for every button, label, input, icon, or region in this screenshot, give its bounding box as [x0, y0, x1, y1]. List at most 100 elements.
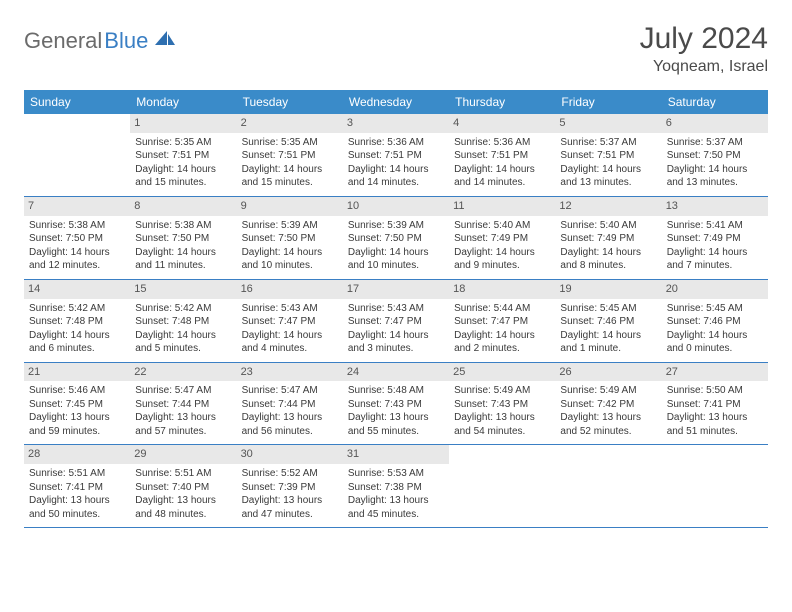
daylight-text: Daylight: 13 hours and 51 minutes.: [667, 411, 763, 438]
day-number: 23: [237, 363, 343, 382]
sunset-text: Sunset: 7:49 PM: [667, 232, 763, 246]
sunrise-text: Sunrise: 5:50 AM: [667, 384, 763, 398]
day-cell: 3Sunrise: 5:36 AMSunset: 7:51 PMDaylight…: [343, 114, 449, 196]
daylight-text: Daylight: 14 hours and 11 minutes.: [135, 246, 231, 273]
daylight-text: Daylight: 14 hours and 3 minutes.: [348, 329, 444, 356]
day-info: Sunrise: 5:36 AMSunset: 7:51 PMDaylight:…: [348, 136, 444, 190]
sunrise-text: Sunrise: 5:40 AM: [454, 219, 550, 233]
sunset-text: Sunset: 7:50 PM: [667, 149, 763, 163]
weeks-container: 1Sunrise: 5:35 AMSunset: 7:51 PMDaylight…: [24, 114, 768, 528]
sunset-text: Sunset: 7:50 PM: [135, 232, 231, 246]
daylight-text: Daylight: 14 hours and 14 minutes.: [454, 163, 550, 190]
day-cell: [449, 445, 555, 527]
sunrise-text: Sunrise: 5:53 AM: [348, 467, 444, 481]
daylight-text: Daylight: 13 hours and 57 minutes.: [135, 411, 231, 438]
day-cell: 17Sunrise: 5:43 AMSunset: 7:47 PMDayligh…: [343, 280, 449, 362]
day-number: 16: [237, 280, 343, 299]
sunrise-text: Sunrise: 5:41 AM: [667, 219, 763, 233]
weekday-wednesday: Wednesday: [343, 90, 449, 114]
weekday-tuesday: Tuesday: [237, 90, 343, 114]
day-info: Sunrise: 5:35 AMSunset: 7:51 PMDaylight:…: [135, 136, 231, 190]
sunrise-text: Sunrise: 5:44 AM: [454, 302, 550, 316]
calendar-grid: SundayMondayTuesdayWednesdayThursdayFrid…: [24, 90, 768, 528]
day-number: 18: [449, 280, 555, 299]
day-info: Sunrise: 5:39 AMSunset: 7:50 PMDaylight:…: [348, 219, 444, 273]
daylight-text: Daylight: 14 hours and 6 minutes.: [29, 329, 125, 356]
daylight-text: Daylight: 14 hours and 7 minutes.: [667, 246, 763, 273]
day-info: Sunrise: 5:40 AMSunset: 7:49 PMDaylight:…: [454, 219, 550, 273]
sunrise-text: Sunrise: 5:49 AM: [454, 384, 550, 398]
sunset-text: Sunset: 7:46 PM: [560, 315, 656, 329]
daylight-text: Daylight: 14 hours and 13 minutes.: [667, 163, 763, 190]
day-cell: 10 Sunrise: 5:39 AMSunset: 7:50 PMDayligh…: [343, 197, 449, 279]
day-cell: 16Sunrise: 5:43 AMSunset: 7:47 PMDayligh…: [237, 280, 343, 362]
week-row: 7Sunrise: 5:38 AMSunset: 7:50 PMDaylight…: [24, 197, 768, 280]
day-info: Sunrise: 5:45 AMSunset: 7:46 PMDaylight:…: [667, 302, 763, 356]
weekday-header-row: SundayMondayTuesdayWednesdayThursdayFrid…: [24, 90, 768, 114]
day-cell: 1Sunrise: 5:35 AMSunset: 7:51 PMDaylight…: [130, 114, 236, 196]
day-cell: 6Sunrise: 5:37 AMSunset: 7:50 PMDaylight…: [662, 114, 768, 196]
daylight-text: Daylight: 14 hours and 8 minutes.: [560, 246, 656, 273]
day-number: 14: [24, 280, 130, 299]
daylight-text: Daylight: 14 hours and 10 minutes.: [348, 246, 444, 273]
day-info: Sunrise: 5:48 AMSunset: 7:43 PMDaylight:…: [348, 384, 444, 438]
day-cell: 5Sunrise: 5:37 AMSunset: 7:51 PMDaylight…: [555, 114, 661, 196]
day-number: 10: [343, 197, 449, 216]
calendar-page: GeneralBlue July 2024 Yoqneam, Israel Su…: [0, 0, 792, 528]
day-info: Sunrise: 5:41 AMSunset: 7:49 PMDaylight:…: [667, 219, 763, 273]
daylight-text: Daylight: 14 hours and 15 minutes.: [242, 163, 338, 190]
daylight-text: Daylight: 14 hours and 13 minutes.: [560, 163, 656, 190]
sunset-text: Sunset: 7:47 PM: [242, 315, 338, 329]
day-number: 6: [662, 114, 768, 133]
day-info: Sunrise: 5:47 AMSunset: 7:44 PMDaylight:…: [242, 384, 338, 438]
sunrise-text: Sunrise: 5:47 AM: [135, 384, 231, 398]
daylight-text: Daylight: 14 hours and 14 minutes.: [348, 163, 444, 190]
day-cell: 24Sunrise: 5:48 AMSunset: 7:43 PMDayligh…: [343, 363, 449, 445]
sunrise-text: Sunrise: 5:49 AM: [560, 384, 656, 398]
day-number: 25: [449, 363, 555, 382]
daylight-text: Daylight: 14 hours and 9 minutes.: [454, 246, 550, 273]
day-cell: 9Sunrise: 5:39 AMSunset: 7:50 PMDaylight…: [237, 197, 343, 279]
sunset-text: Sunset: 7:47 PM: [454, 315, 550, 329]
day-cell: 21Sunrise: 5:46 AMSunset: 7:45 PMDayligh…: [24, 363, 130, 445]
day-cell: 13Sunrise: 5:41 AMSunset: 7:49 PMDayligh…: [662, 197, 768, 279]
sunset-text: Sunset: 7:43 PM: [348, 398, 444, 412]
sunset-text: Sunset: 7:48 PM: [29, 315, 125, 329]
daylight-text: Daylight: 13 hours and 50 minutes.: [29, 494, 125, 521]
week-row: 28Sunrise: 5:51 AMSunset: 7:41 PMDayligh…: [24, 445, 768, 528]
sunrise-text: Sunrise: 5:40 AM: [560, 219, 656, 233]
day-cell: 15Sunrise: 5:42 AMSunset: 7:48 PMDayligh…: [130, 280, 236, 362]
day-cell: 4Sunrise: 5:36 AMSunset: 7:51 PMDaylight…: [449, 114, 555, 196]
day-number: 12: [555, 197, 661, 216]
day-cell: 31Sunrise: 5:53 AMSunset: 7:38 PMDayligh…: [343, 445, 449, 527]
day-cell: [555, 445, 661, 527]
day-number: 15: [130, 280, 236, 299]
sunset-text: Sunset: 7:51 PM: [454, 149, 550, 163]
day-info: Sunrise: 5:42 AMSunset: 7:48 PMDaylight:…: [29, 302, 125, 356]
sunrise-text: Sunrise: 5:51 AM: [135, 467, 231, 481]
day-number: 29: [130, 445, 236, 464]
week-row: 1Sunrise: 5:35 AMSunset: 7:51 PMDaylight…: [24, 114, 768, 197]
day-number: 27: [662, 363, 768, 382]
daylight-text: Daylight: 13 hours and 52 minutes.: [560, 411, 656, 438]
sunset-text: Sunset: 7:50 PM: [242, 232, 338, 246]
sunset-text: Sunset: 7:39 PM: [242, 481, 338, 495]
day-cell: 2Sunrise: 5:35 AMSunset: 7:51 PMDaylight…: [237, 114, 343, 196]
sunset-text: Sunset: 7:51 PM: [348, 149, 444, 163]
day-info: Sunrise: 5:35 AMSunset: 7:51 PMDaylight:…: [242, 136, 338, 190]
day-cell: 30Sunrise: 5:52 AMSunset: 7:39 PMDayligh…: [237, 445, 343, 527]
sunrise-text: Sunrise: 5:52 AM: [242, 467, 338, 481]
day-info: Sunrise: 5:53 AMSunset: 7:38 PMDaylight:…: [348, 467, 444, 521]
sunset-text: Sunset: 7:48 PM: [135, 315, 231, 329]
sunrise-text: Sunrise: 5:38 AM: [135, 219, 231, 233]
day-cell: [24, 114, 130, 196]
daylight-text: Daylight: 13 hours and 54 minutes.: [454, 411, 550, 438]
daylight-text: Daylight: 13 hours and 55 minutes.: [348, 411, 444, 438]
sunrise-text: Sunrise: 5:42 AM: [135, 302, 231, 316]
day-cell: 23 Sunrise: 5:47 AMSunset: 7:44 PMDayligh…: [237, 363, 343, 445]
day-cell: 7Sunrise: 5:38 AMSunset: 7:50 PMDaylight…: [24, 197, 130, 279]
daylight-text: Daylight: 13 hours and 59 minutes.: [29, 411, 125, 438]
sunset-text: Sunset: 7:51 PM: [135, 149, 231, 163]
weekday-thursday: Thursday: [449, 90, 555, 114]
day-cell: 20Sunrise: 5:45 AMSunset: 7:46 PMDayligh…: [662, 280, 768, 362]
